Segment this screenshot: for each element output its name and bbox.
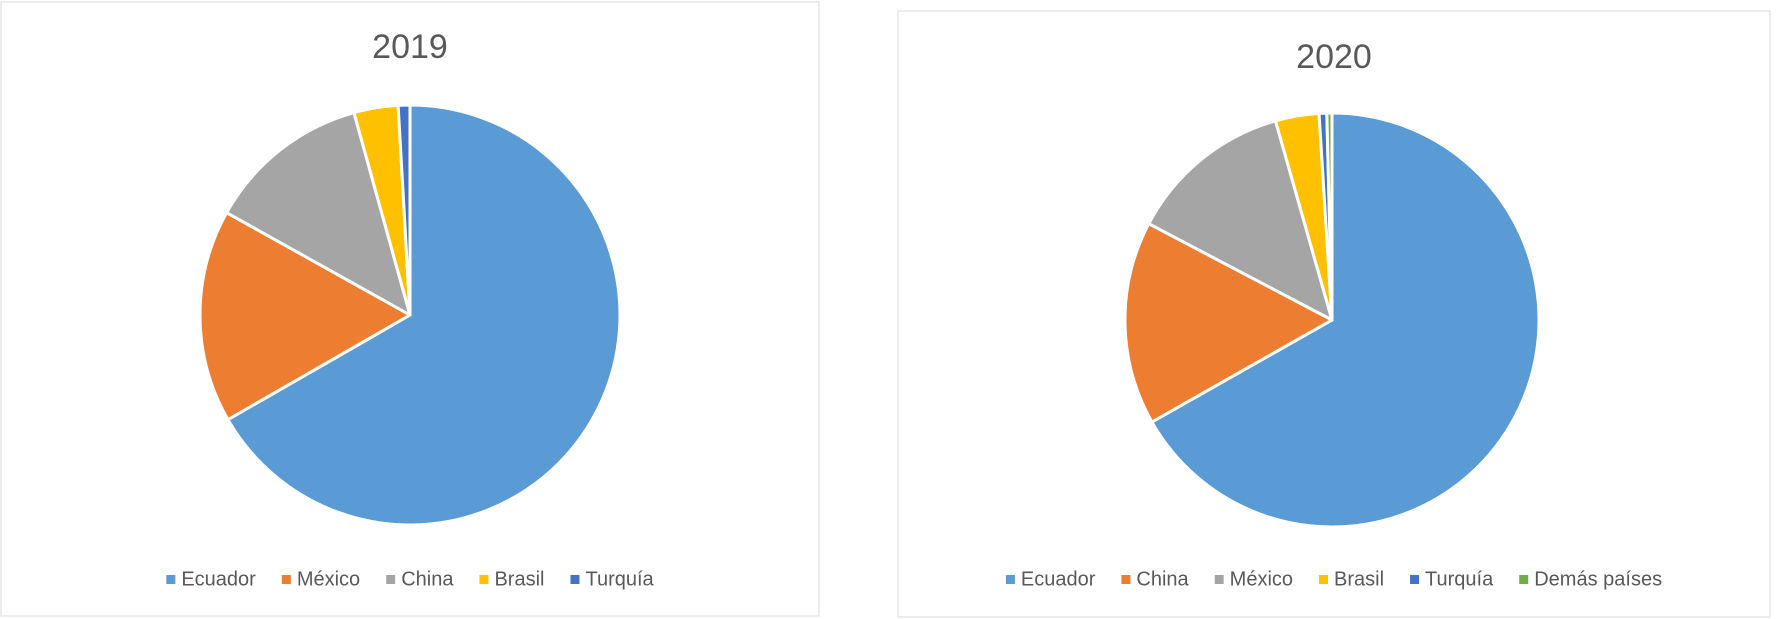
legend-swatch: [1121, 575, 1131, 584]
legend-swatch: [1319, 575, 1329, 584]
chart-title: 2019: [372, 28, 448, 66]
pie-slice: [198, 211, 412, 422]
pie-slice: [1325, 111, 1334, 322]
legend-swatch: [1410, 575, 1420, 584]
legend-label: Brasil: [494, 568, 544, 590]
chart-title: 2020: [1296, 38, 1372, 76]
pie-slice: [1150, 111, 1541, 529]
pie-slice: [1123, 222, 1334, 424]
legend-label: China: [401, 568, 454, 590]
legend-swatch: [1005, 575, 1015, 584]
legend-label: China: [1136, 568, 1189, 590]
legend-swatch: [1519, 575, 1529, 584]
pie-slice: [225, 111, 412, 317]
legend-label: México: [297, 568, 360, 590]
legend-label: Brasil: [1334, 568, 1384, 590]
legend-swatch: [479, 575, 489, 584]
legend-swatch: [166, 575, 176, 584]
legend-swatch: [570, 575, 580, 584]
legend-label: Turquía: [585, 568, 654, 590]
pie-slice: [1147, 119, 1334, 322]
legend-swatch: [1214, 575, 1224, 584]
legend-label: Turquía: [1425, 568, 1494, 590]
legend-label: México: [1230, 568, 1293, 590]
legend-label: Demás países: [1534, 568, 1662, 590]
pie-slice: [396, 103, 412, 317]
legend-label: Ecuador: [1021, 568, 1096, 590]
legend-swatch: [281, 575, 291, 584]
legend-swatch: [386, 575, 396, 584]
legend-label: Ecuador: [181, 568, 256, 590]
pie-slice: [226, 103, 622, 527]
